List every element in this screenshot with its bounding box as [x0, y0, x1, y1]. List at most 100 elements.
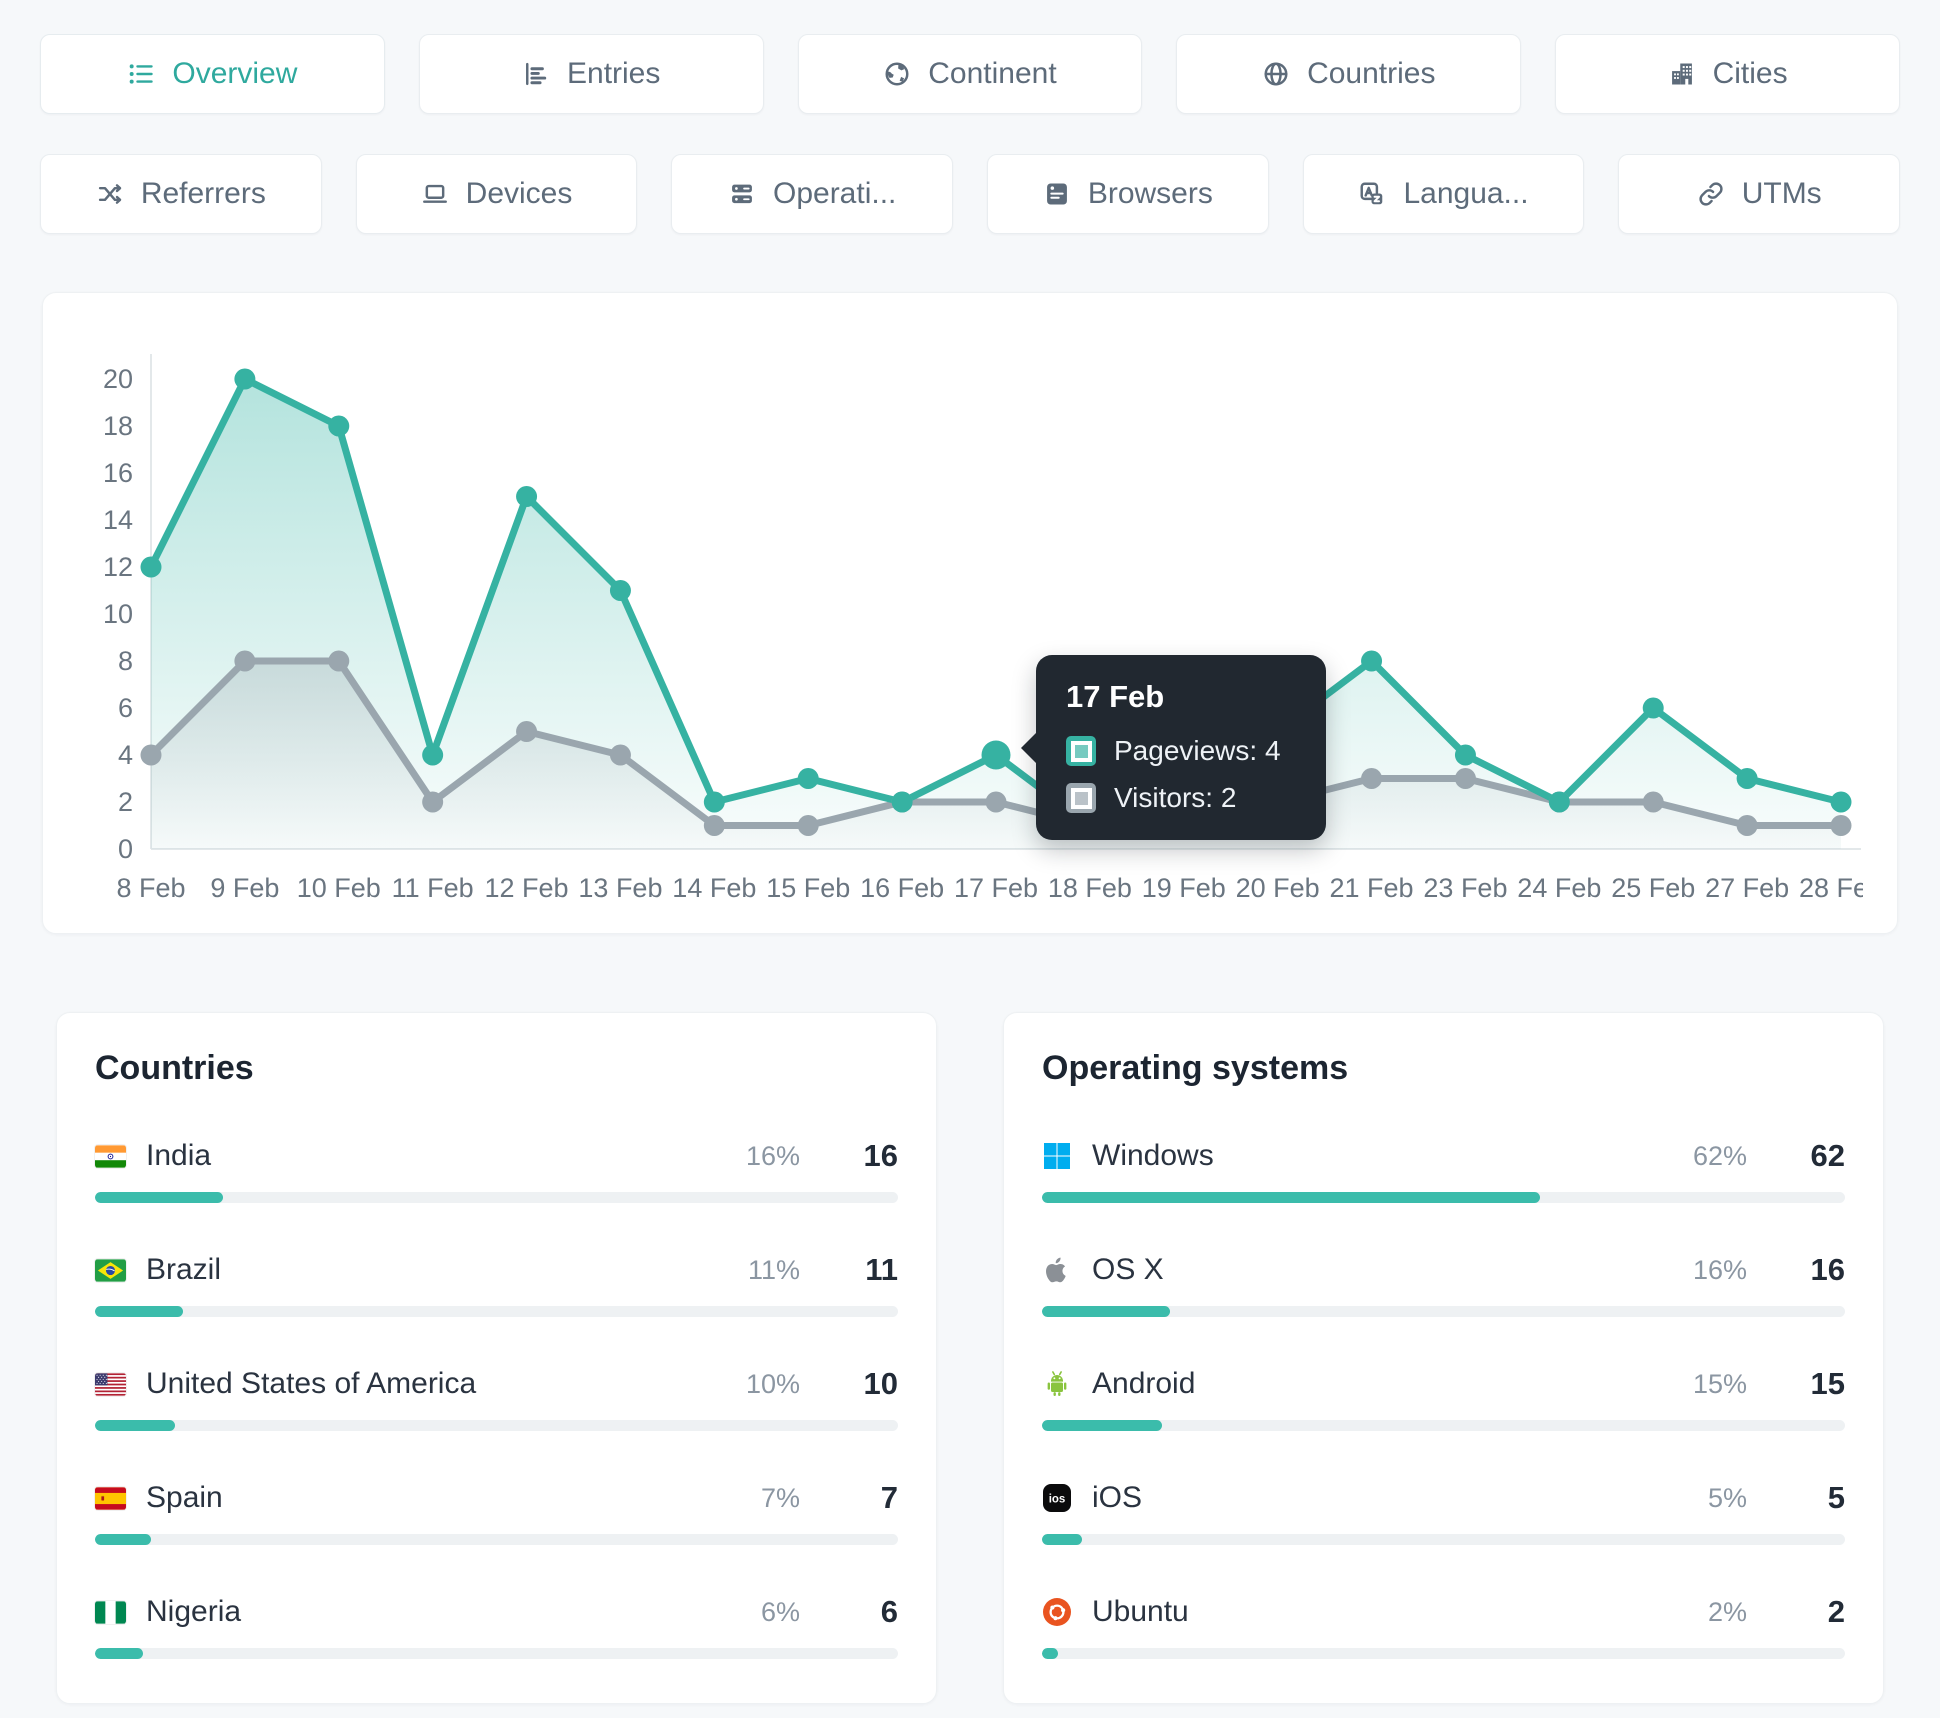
- list-item-header: Nigeria 6% 6: [95, 1592, 898, 1632]
- list-item[interactable]: Windows 62% 62: [1042, 1136, 1845, 1203]
- list-icon: [127, 60, 155, 88]
- svg-text:10: 10: [103, 599, 133, 629]
- tab-label: Operati...: [772, 177, 897, 210]
- tab-countries[interactable]: Countries: [1176, 34, 1522, 114]
- svg-text:14 Feb: 14 Feb: [672, 873, 756, 903]
- list-item[interactable]: Ubuntu 2% 2: [1042, 1592, 1845, 1659]
- tooltip-row: Pageviews: 4: [1066, 735, 1296, 767]
- tab-referrers[interactable]: Referrers: [40, 154, 322, 234]
- item-name: India: [146, 1139, 212, 1172]
- countries-card-title: Countries: [95, 1049, 254, 1087]
- progress-bar: [95, 1648, 898, 1659]
- item-value: 5: [1827, 1480, 1845, 1515]
- list-item[interactable]: Nigeria 6% 6: [95, 1592, 898, 1659]
- item-name: Ubuntu: [1092, 1595, 1189, 1628]
- globe-icon: [1262, 60, 1290, 88]
- tab-label: Countries: [1307, 57, 1436, 90]
- tab-langua[interactable]: Langua...: [1302, 154, 1585, 234]
- visitors-area: [151, 661, 1841, 849]
- operating-systems-card-title: Operating systems: [1042, 1049, 1349, 1087]
- svg-text:6: 6: [118, 693, 133, 723]
- buildings-icon: [1668, 60, 1696, 88]
- svg-text:8 Feb: 8 Feb: [116, 873, 185, 903]
- svg-text:0: 0: [118, 834, 133, 864]
- item-value: 7: [880, 1480, 898, 1515]
- tooltip-row: Visitors: 2: [1066, 782, 1296, 814]
- ios-logo-icon: ios: [1042, 1483, 1072, 1513]
- svg-text:9 Feb: 9 Feb: [210, 873, 279, 903]
- link-icon: [1697, 180, 1725, 208]
- tab-operati[interactable]: Operati...: [671, 154, 954, 234]
- pageviews-visitors-chart-card: 0 2 4 6 8 10 12 14 16 18 20 8 Feb 9 Feb 10 Feb 11 Feb 1…: [42, 292, 1898, 934]
- item-name: United States of America: [146, 1367, 477, 1400]
- laptop-icon: [421, 180, 449, 208]
- tab-entries[interactable]: Entries: [418, 34, 764, 114]
- item-value: 16: [863, 1138, 898, 1173]
- svg-text:23 Feb: 23 Feb: [1423, 873, 1507, 903]
- item-value: 62: [1810, 1138, 1845, 1173]
- list-item-header: India 16% 16: [95, 1136, 898, 1176]
- list-item[interactable]: United States of America 10% 10: [95, 1364, 898, 1431]
- tab-devices[interactable]: Devices: [355, 154, 638, 234]
- progress-bar: [1042, 1420, 1845, 1431]
- breakdown-cards: Countries India 16% 16 Brazil 11% 11: [56, 1012, 1884, 1704]
- svg-text:2: 2: [118, 787, 133, 817]
- svg-text:20 Feb: 20 Feb: [1236, 873, 1320, 903]
- item-percent: 62%: [1692, 1140, 1747, 1171]
- list-item[interactable]: ios iOS 5% 5: [1042, 1478, 1845, 1545]
- tab-utms[interactable]: UTMs: [1618, 154, 1901, 234]
- item-percent: 11%: [747, 1254, 800, 1285]
- tooltip-date: 17 Feb: [1066, 679, 1165, 714]
- item-percent: 16%: [1692, 1254, 1747, 1285]
- svg-text:17 Feb: 17 Feb: [954, 873, 1038, 903]
- list-item[interactable]: Brazil 11% 11: [95, 1250, 898, 1317]
- visitors-swatch-icon: [1066, 783, 1096, 813]
- svg-text:25 Feb: 25 Feb: [1611, 873, 1695, 903]
- progress-bar-fill: [1042, 1534, 1083, 1545]
- list-item[interactable]: India 16% 16: [95, 1136, 898, 1203]
- list-item-header: Android 15% 15: [1042, 1364, 1845, 1404]
- pageviews-visitors-chart[interactable]: 0 2 4 6 8 10 12 14 16 18 20 8 Feb 9 Feb 10 Feb 11 Feb 1…: [71, 319, 1863, 924]
- item-value: 11: [865, 1252, 898, 1287]
- tab-cities[interactable]: Cities: [1555, 34, 1900, 114]
- svg-text:16: 16: [103, 458, 133, 488]
- list-item[interactable]: Android 15% 15: [1042, 1364, 1845, 1431]
- y-axis-labels: 0 2 4 6 8 10 12 14 16 18 20: [103, 364, 133, 864]
- list-item-header: OS X 16% 16: [1042, 1250, 1845, 1290]
- tab-overview[interactable]: Overview: [40, 34, 385, 114]
- server-icon: [728, 180, 756, 208]
- tooltip-metric: Visitors: 2: [1114, 782, 1237, 813]
- list-item[interactable]: OS X 16% 16: [1042, 1250, 1845, 1317]
- progress-bar-fill: [95, 1534, 152, 1545]
- item-percent: 2%: [1707, 1596, 1747, 1627]
- progress-bar-fill: [1042, 1306, 1171, 1317]
- ubuntu-logo-icon: [1042, 1597, 1072, 1627]
- browser-window-icon: [1043, 180, 1071, 208]
- item-percent: 15%: [1692, 1368, 1747, 1399]
- item-value: 15: [1810, 1366, 1845, 1401]
- countries-card: Countries India 16% 16 Brazil 11% 11: [56, 1012, 937, 1704]
- svg-text:19 Feb: 19 Feb: [1142, 873, 1226, 903]
- list-item[interactable]: Spain 7% 7: [95, 1478, 898, 1545]
- svg-text:10 Feb: 10 Feb: [297, 873, 381, 903]
- svg-text:13 Feb: 13 Feb: [578, 873, 662, 903]
- tab-label: Browsers: [1087, 177, 1213, 210]
- tab-label: UTMs: [1741, 177, 1822, 210]
- item-percent: 5%: [1707, 1482, 1747, 1513]
- svg-text:8: 8: [118, 646, 133, 676]
- india-flag-icon: [95, 1144, 126, 1168]
- chart-svg: 0 2 4 6 8 10 12 14 16 18 20 8 Feb 9 Feb 10 Feb 11 Feb 1…: [103, 354, 1863, 903]
- tab-continent[interactable]: Continent: [797, 34, 1143, 114]
- svg-text:16 Feb: 16 Feb: [860, 873, 944, 903]
- progress-bar-fill: [1042, 1648, 1059, 1659]
- list-item-header: Brazil 11% 11: [95, 1250, 898, 1290]
- tab-browsers[interactable]: Browsers: [987, 154, 1269, 234]
- progress-bar-fill: [1042, 1420, 1163, 1431]
- svg-text:21 Feb: 21 Feb: [1330, 873, 1414, 903]
- svg-text:12 Feb: 12 Feb: [485, 873, 569, 903]
- progress-bar: [95, 1306, 898, 1317]
- language-icon: [1358, 180, 1386, 208]
- operating-systems-card: Operating systems Windows 62% 62 OS X 16…: [1003, 1012, 1884, 1704]
- progress-bar: [95, 1192, 898, 1203]
